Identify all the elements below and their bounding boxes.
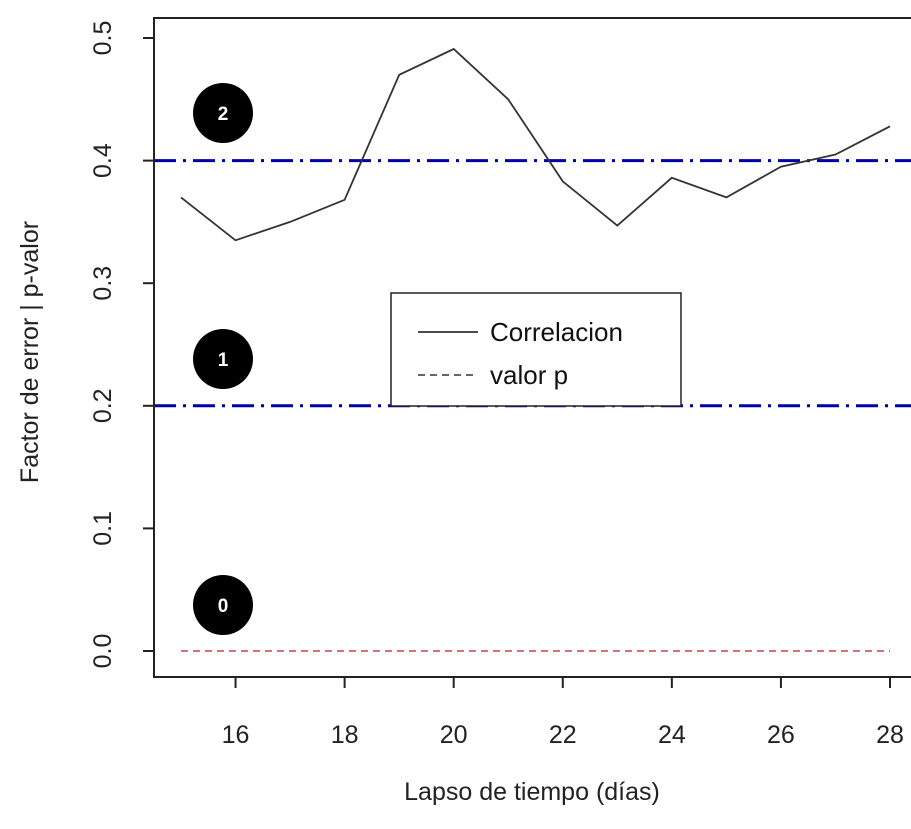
annotation-badge-2-label: 2 bbox=[218, 104, 229, 125]
reference-lines bbox=[154, 159, 911, 408]
x-axis: 16 18 20 22 24 26 28 bbox=[222, 676, 904, 749]
annotation-badge-2: 2 bbox=[193, 83, 253, 143]
x-tick-label: 22 bbox=[549, 721, 577, 749]
y-tick-label: 0.4 bbox=[89, 143, 117, 178]
annotation-badge-0: 0 bbox=[193, 575, 253, 635]
x-tick-label: 26 bbox=[767, 721, 795, 749]
x-tick-label: 20 bbox=[440, 721, 468, 749]
legend-label-valor-p: valor p bbox=[490, 360, 568, 390]
series-layer bbox=[180, 47, 891, 652]
series-line-correlacion bbox=[180, 47, 891, 242]
x-tick-label: 28 bbox=[876, 721, 904, 749]
annotation-badge-1: 1 bbox=[193, 329, 253, 389]
y-axis: 0.0 0.1 0.2 0.3 0.4 0.5 bbox=[89, 21, 155, 669]
annotation-badge-0-label: 0 bbox=[218, 596, 229, 617]
y-axis-title: Factor de error | p-valor bbox=[16, 221, 44, 483]
legend: Correlacion valor p bbox=[390, 292, 682, 407]
legend-label-correlacion: Correlacion bbox=[490, 317, 623, 347]
legend-box bbox=[390, 292, 682, 407]
annotation-badge-1-label: 1 bbox=[218, 350, 229, 371]
x-tick-label: 16 bbox=[222, 721, 250, 749]
x-tick-label: 24 bbox=[658, 721, 686, 749]
y-tick-label: 0.0 bbox=[89, 634, 117, 669]
y-tick-label: 0.5 bbox=[89, 21, 117, 56]
y-tick-label: 0.2 bbox=[89, 388, 117, 423]
x-tick-label: 18 bbox=[331, 721, 359, 749]
y-tick-label: 0.1 bbox=[89, 511, 117, 546]
y-tick-label: 0.3 bbox=[89, 266, 117, 301]
x-axis-title: Lapso de tiempo (días) bbox=[404, 778, 660, 806]
